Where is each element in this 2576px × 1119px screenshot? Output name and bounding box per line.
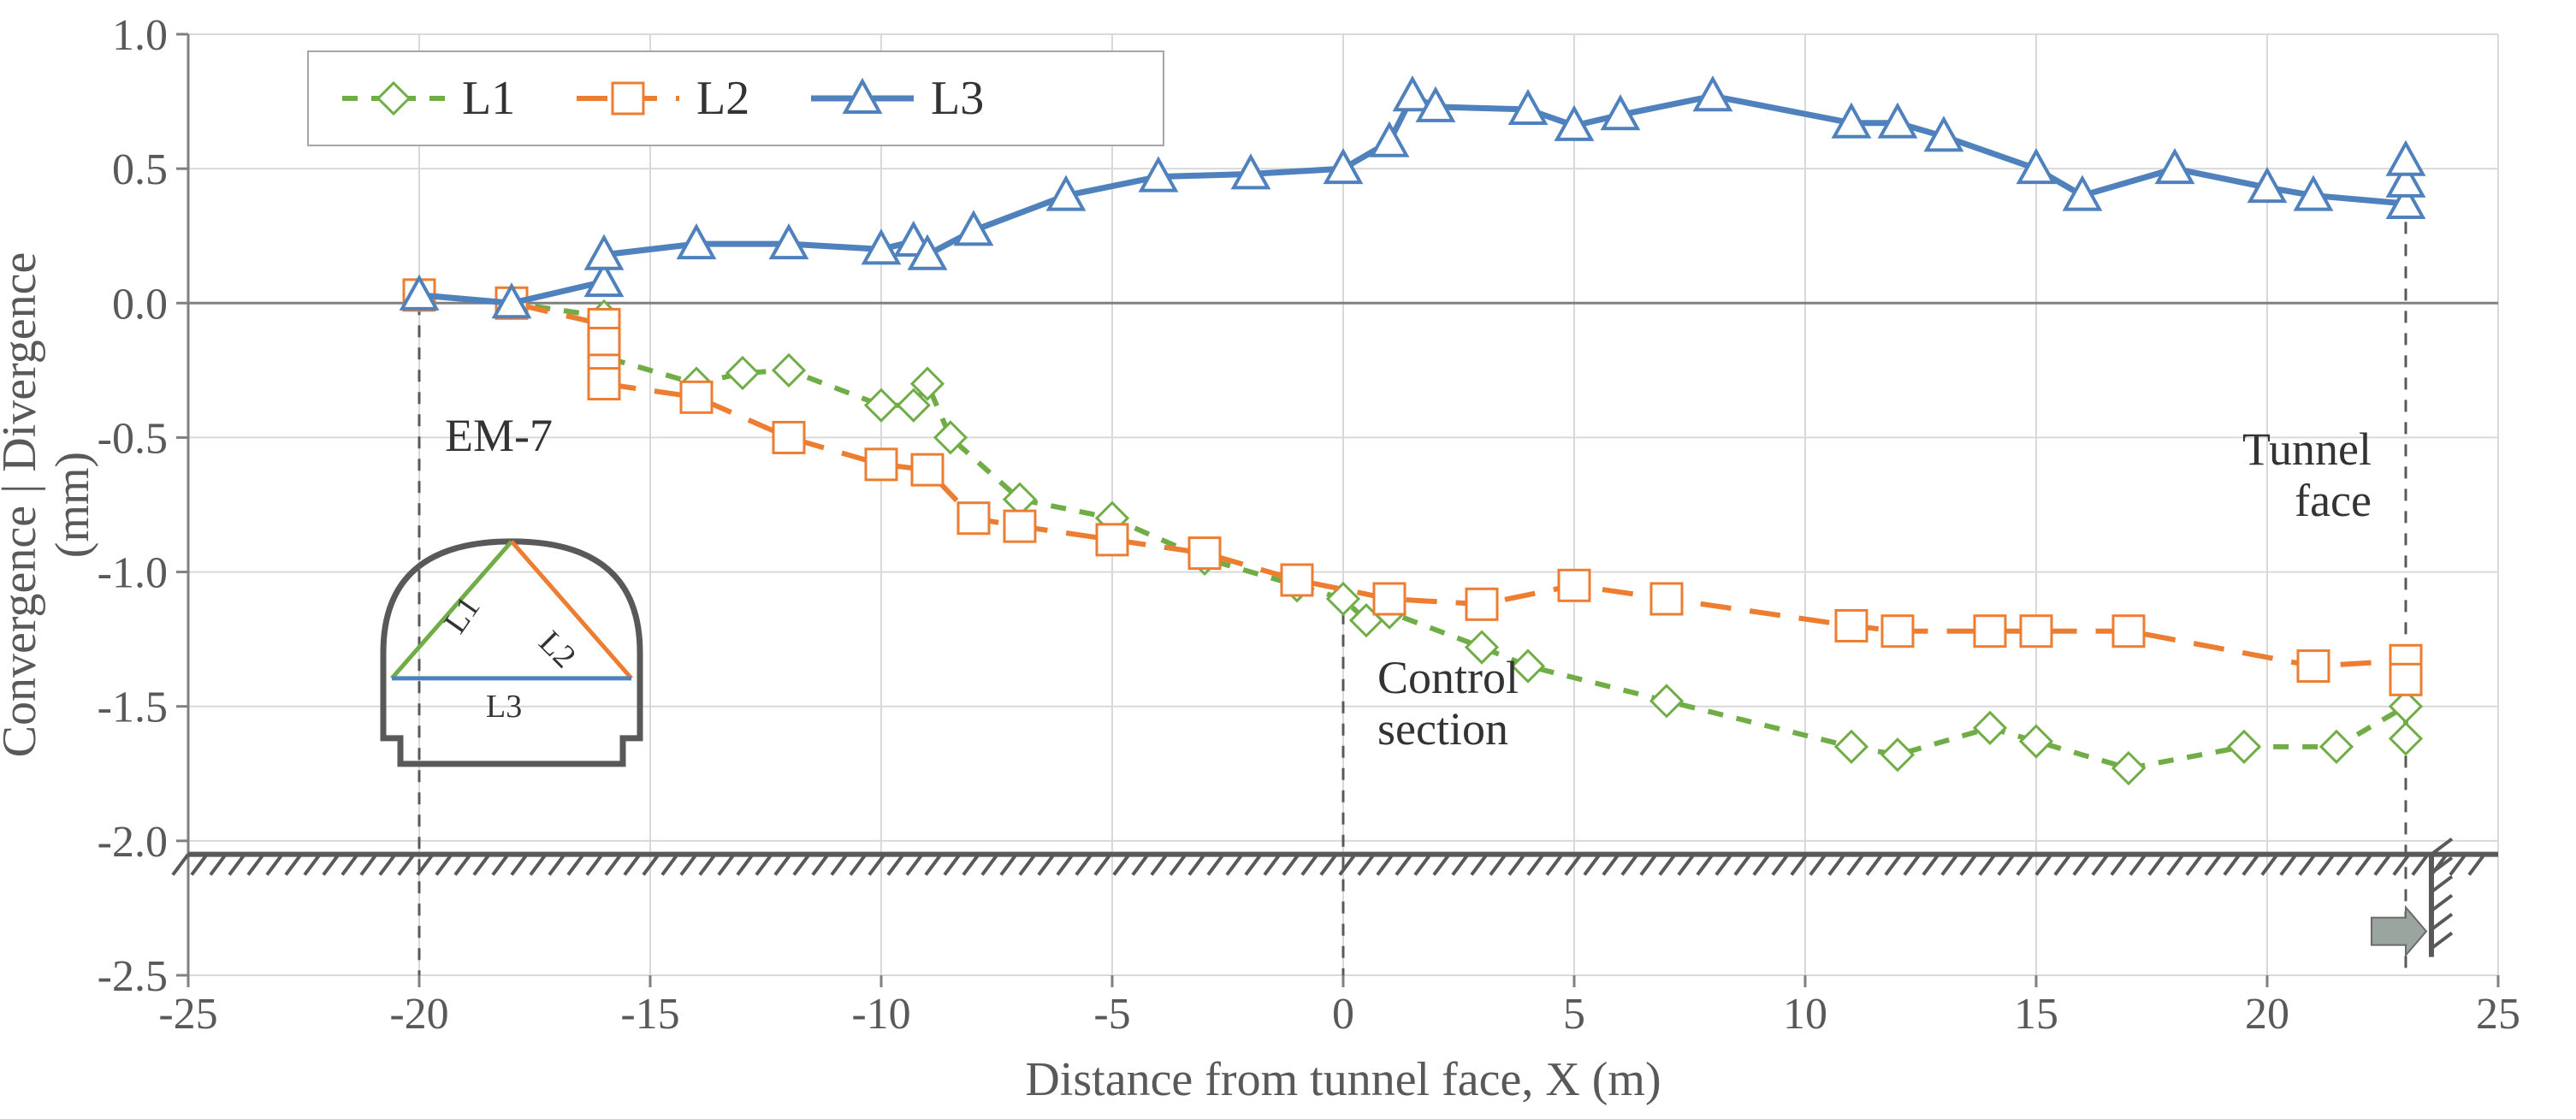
convergence-chart: -25-20-15-10-50510152025-2.5-2.0-1.5-1.0… bbox=[0, 0, 2576, 1119]
y-tick-label: -1.0 bbox=[98, 549, 168, 598]
inset-l3-label: L3 bbox=[486, 689, 522, 725]
x-tick-label: 25 bbox=[2476, 990, 2520, 1039]
y-tick-label: -2.0 bbox=[98, 818, 168, 867]
tunnel-face-label: Tunnel bbox=[2242, 423, 2372, 475]
y-tick-label: 0.5 bbox=[112, 145, 168, 194]
x-tick-label: 10 bbox=[1783, 990, 1827, 1039]
x-tick-label: -5 bbox=[1093, 990, 1130, 1039]
x-tick-label: 20 bbox=[2245, 990, 2289, 1039]
legend-label-l3: L3 bbox=[931, 72, 984, 125]
x-tick-label: 0 bbox=[1332, 990, 1354, 1039]
legend: L1 L2 L3 bbox=[308, 51, 1164, 145]
y-tick-label: -0.5 bbox=[98, 414, 168, 463]
x-tick-label: -10 bbox=[851, 990, 910, 1039]
x-axis-label: Distance from tunnel face, X (m) bbox=[1025, 1053, 1661, 1106]
y-tick-label: -1.5 bbox=[98, 684, 168, 732]
tunnel-face-label: face bbox=[2295, 475, 2372, 526]
legend-label-l2: L2 bbox=[696, 72, 749, 125]
y-tick-label: 1.0 bbox=[112, 11, 168, 60]
em7-label: EM-7 bbox=[445, 410, 553, 461]
legend-label-l1: L1 bbox=[462, 72, 515, 125]
x-tick-label: -15 bbox=[620, 990, 679, 1039]
x-tick-label: 5 bbox=[1563, 990, 1585, 1039]
x-tick-label: -20 bbox=[389, 990, 448, 1039]
y-tick-label: -2.5 bbox=[98, 952, 168, 1001]
y-tick-label: 0.0 bbox=[112, 280, 168, 329]
x-tick-label: 15 bbox=[2014, 990, 2058, 1039]
chart-svg: -25-20-15-10-50510152025-2.5-2.0-1.5-1.0… bbox=[0, 0, 2576, 1119]
control-section-label: Control bbox=[1377, 652, 1519, 703]
control-section-label: section bbox=[1377, 703, 1508, 755]
